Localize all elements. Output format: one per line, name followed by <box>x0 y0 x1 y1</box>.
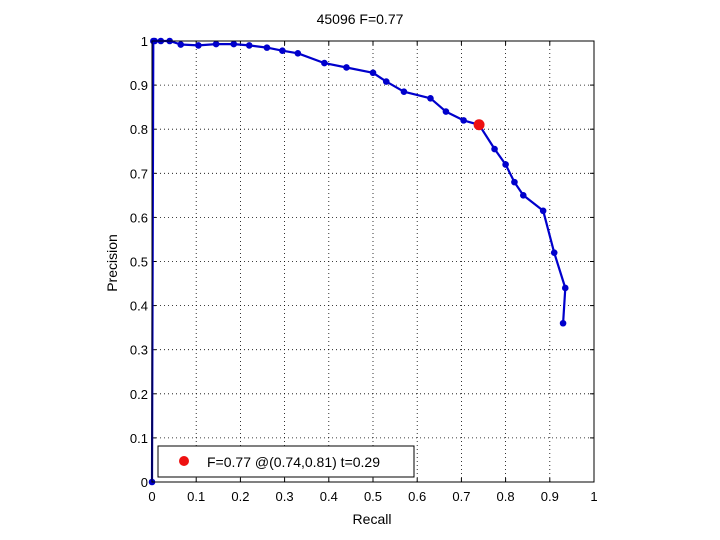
series-point <box>369 69 377 77</box>
highlight-layer <box>473 119 485 131</box>
series-point <box>230 40 238 48</box>
legend-box <box>157 445 415 478</box>
series-point <box>442 108 450 115</box>
series-point <box>550 249 558 256</box>
series-point <box>519 192 527 199</box>
series-point <box>382 78 390 85</box>
x-tick-label: 0.3 <box>276 489 294 504</box>
series-point <box>212 40 220 48</box>
x-tick-label: 0.1 <box>187 489 205 504</box>
x-tick-label: 0.2 <box>231 489 249 504</box>
x-tick-label: 0.8 <box>497 489 515 504</box>
plot-frame <box>151 40 595 483</box>
x-tick-label: 0.7 <box>452 489 470 504</box>
series-point <box>539 207 547 215</box>
y-tick-label: 0.1 <box>130 431 148 446</box>
series-point <box>321 59 328 67</box>
x-tick-label: 0.4 <box>320 489 338 504</box>
y-axis-title: Precision <box>104 234 120 292</box>
grid <box>152 41 594 482</box>
series-point <box>245 42 253 49</box>
series-point <box>559 319 567 327</box>
legend: F=0.77 @(0.74,0.81) t=0.29 <box>157 445 415 478</box>
series-point <box>502 161 509 168</box>
series-point <box>491 145 498 153</box>
x-tick-label: 0 <box>148 489 155 504</box>
chart-title: 45096 F=0.77 <box>317 11 404 27</box>
y-tick-label: 0.6 <box>130 210 148 225</box>
x-tick-label: 0.6 <box>408 489 426 504</box>
y-tick-label: 0.4 <box>130 299 148 314</box>
x-tick-label: 0.9 <box>541 489 559 504</box>
series-point <box>427 95 434 102</box>
series-point <box>294 50 302 57</box>
y-tick-label: 0.7 <box>130 166 148 181</box>
series-point <box>263 44 271 51</box>
y-tick-label: 0 <box>141 475 148 490</box>
series-point <box>279 47 286 55</box>
series-point <box>400 88 408 96</box>
y-tick-label: 0.2 <box>130 387 148 402</box>
legend-label: F=0.77 @(0.74,0.81) t=0.29 <box>207 454 380 470</box>
series-point <box>343 64 350 71</box>
y-tick-label: 0.9 <box>130 78 148 93</box>
best-f-point <box>473 119 485 131</box>
y-tick-label: 0.5 <box>130 255 148 270</box>
y-tick-label: 1 <box>141 34 148 49</box>
series-point <box>177 41 185 48</box>
y-tick-labels: 0 0.1 0.2 0.3 0.4 0.5 0.6 0.7 0.8 0.9 1 <box>130 34 148 490</box>
x-axis-title: Recall <box>353 511 392 527</box>
x-tick-label: 1 <box>590 489 597 504</box>
y-tick-label: 0.3 <box>130 343 148 358</box>
legend-marker <box>179 456 189 466</box>
series-point <box>195 42 202 49</box>
series-point <box>460 117 467 124</box>
series-point <box>511 178 518 186</box>
y-tick-label: 0.8 <box>130 122 148 137</box>
series-point <box>561 284 569 292</box>
x-tick-labels: 0 0.1 0.2 0.3 0.4 0.5 0.6 0.7 0.8 0.9 1 <box>148 489 597 504</box>
x-tick-label: 0.5 <box>364 489 382 504</box>
